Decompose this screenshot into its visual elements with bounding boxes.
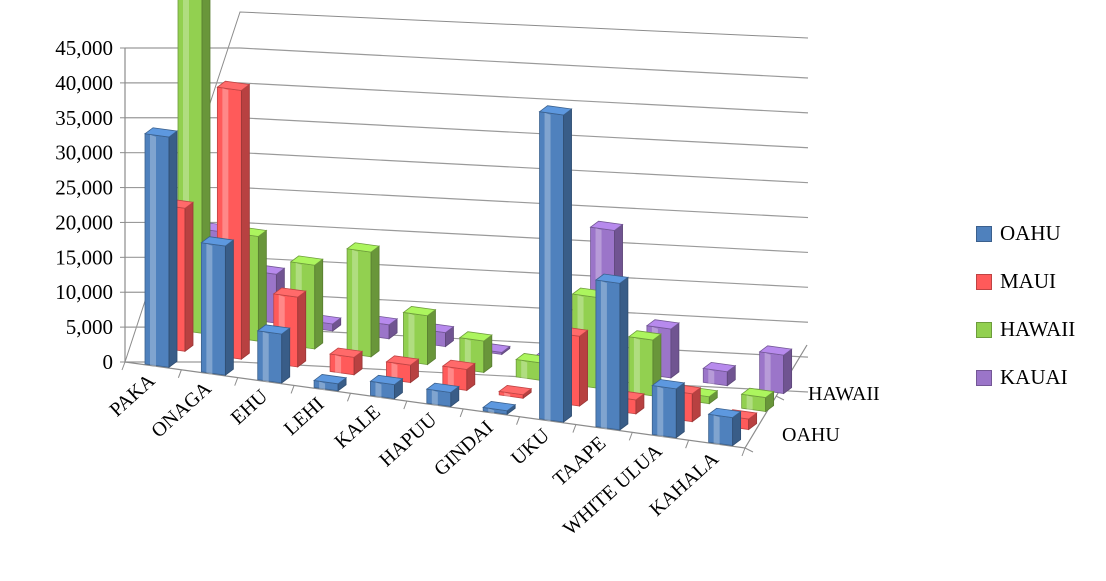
y-axis-ticks: 0 5,000 10,000 15,000 20,000 25,000 30,000 35,0… — [55, 36, 125, 374]
bar-hawaii-lehi — [346, 242, 381, 358]
bars — [143, 0, 793, 447]
legend-item-oahu: OAHU — [976, 220, 1075, 247]
gridline-back — [239, 291, 809, 323]
x-tick-mark — [516, 416, 521, 425]
y-tick-label-45-000: 45,000 — [55, 36, 113, 60]
depth-label-oahu: OAHU — [782, 424, 840, 446]
x-tick-mark — [234, 377, 239, 386]
x-label-taape: TAAPE — [549, 432, 610, 490]
legend-swatch-oahu — [976, 225, 992, 242]
x-tick-mark — [741, 447, 746, 457]
gridline-back — [239, 221, 809, 254]
depth-tick — [775, 395, 785, 401]
x-tick-mark — [290, 385, 295, 394]
bar-oahu-kale — [369, 374, 404, 400]
gridline-back — [239, 256, 809, 288]
bar-oahu-onaga — [200, 236, 235, 376]
y-tick-label-35-000: 35,000 — [55, 106, 113, 130]
x-tick-mark — [346, 393, 351, 402]
bar-maui-hapuu — [441, 359, 476, 392]
legend-label-hawaii: HAWAII — [1000, 317, 1076, 341]
bar-oahu-hapuu — [425, 382, 460, 408]
bar-kauai-kahala — [758, 345, 793, 395]
y-tick-label-25-000: 25,000 — [55, 176, 113, 200]
x-tick-mark — [177, 369, 182, 378]
gridline-back — [239, 326, 809, 358]
bar-hawaii-kale — [402, 306, 437, 366]
legend-label-oahu: OAHU — [1000, 221, 1061, 245]
x-tick-mark — [572, 424, 577, 433]
x-label-lehi: LEHI — [280, 393, 329, 440]
x-label-paka: PAKA — [106, 369, 160, 421]
legend-label-kauai: KAUAI — [1000, 365, 1068, 389]
legend-swatch-maui — [976, 273, 992, 290]
x-tick-mark — [459, 408, 464, 418]
gridline-back — [239, 186, 809, 219]
bar-maui-lehi — [329, 347, 364, 376]
gridline-back — [239, 152, 809, 184]
y-tick-label-40-000: 40,000 — [55, 71, 113, 95]
y-tick-label-5-000: 5,000 — [66, 315, 113, 339]
bar-hawaii-kahala — [740, 387, 775, 413]
x-label-kale: KALE — [330, 401, 384, 453]
bar-oahu-taape — [594, 273, 629, 431]
bar-kauai-white-ulua — [702, 361, 737, 387]
legend-item-hawaii: HAWAII — [976, 316, 1075, 343]
bar-oahu-gindai — [482, 401, 517, 416]
gridline-back — [239, 82, 809, 114]
bar-oahu-paka — [143, 127, 179, 369]
x-label-gindai: GINDAI — [430, 417, 498, 481]
x-tick-mark — [628, 432, 633, 441]
bar-oahu-uku — [538, 105, 573, 423]
y-tick-label-15-000: 15,000 — [55, 245, 113, 269]
legend-item-kauai: KAUAI — [976, 364, 1075, 391]
legend: OAHU MAUI HAWAII KAUAI — [976, 220, 1075, 412]
x-label-ehu: EHU — [227, 385, 273, 429]
y-tick-label-10-000: 10,000 — [55, 280, 113, 304]
legend-label-maui: MAUI — [1000, 269, 1056, 293]
x-tick-mark — [121, 361, 126, 371]
bar-oahu-kahala — [707, 407, 742, 447]
depth-label-hawaii: HAWAII — [808, 383, 880, 405]
bar-oahu-ehu — [256, 324, 291, 384]
legend-item-maui: MAUI — [976, 268, 1075, 295]
bar-maui-gindai — [498, 385, 533, 400]
y-tick-label-20-000: 20,000 — [55, 210, 113, 234]
gridline-back — [239, 117, 809, 149]
x-label-uku: UKU — [507, 424, 554, 470]
legend-swatch-kauai — [976, 369, 992, 386]
x-tick-mark — [403, 400, 408, 410]
legend-swatch-hawaii — [976, 321, 992, 338]
gridline-back — [239, 47, 809, 79]
depth-tick — [744, 447, 754, 453]
x-tick-mark — [685, 440, 690, 449]
bar-oahu-lehi — [313, 374, 348, 392]
depth-axis-labels: HAWAII OAHU — [782, 383, 880, 446]
y-tick-label-30-000: 30,000 — [55, 141, 113, 165]
y-tick-label-0: 0 — [103, 350, 114, 374]
bar-oahu-white-ulua — [651, 379, 686, 439]
